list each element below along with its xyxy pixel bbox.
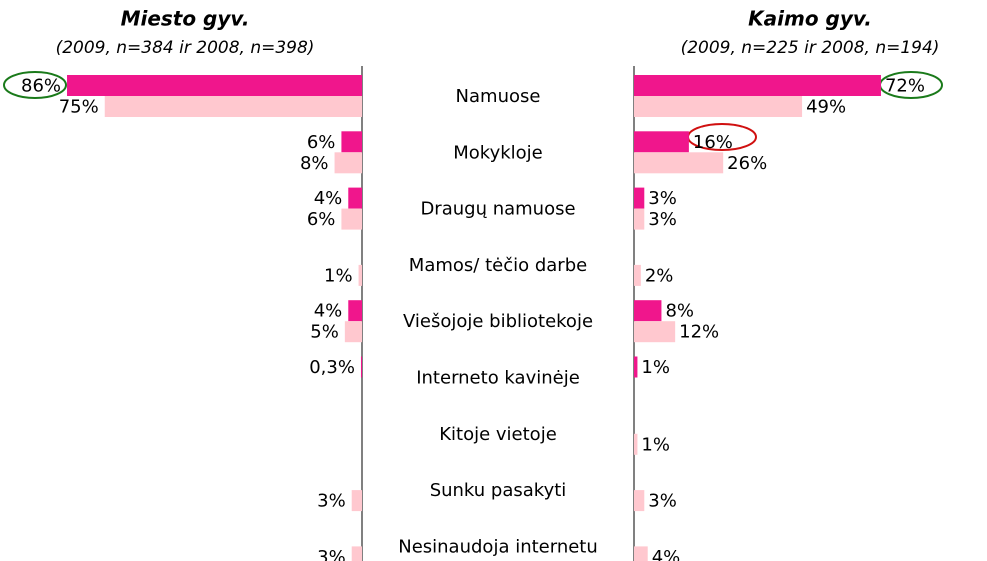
bar (634, 433, 638, 455)
category-label: Namuose (456, 86, 541, 107)
bar (634, 546, 648, 561)
category-label: Mamos/ tėčio darbe (409, 255, 587, 276)
category-label: Interneto kavinėje (416, 368, 580, 389)
category-label: Nesinaudoja internetu (398, 536, 598, 557)
bar (334, 152, 362, 174)
value-label: 8% (665, 301, 694, 322)
value-label: 6% (307, 209, 336, 230)
value-label: 75% (59, 97, 99, 118)
category-label: Draugų namuose (420, 199, 575, 220)
value-label: 49% (806, 97, 846, 118)
value-label: 12% (679, 322, 719, 343)
bar (348, 300, 362, 322)
bar (351, 490, 362, 512)
left-subtitle: (2009, n=384 ir 2008, n=398) (56, 38, 315, 58)
value-label: 6% (307, 132, 336, 153)
bar (634, 356, 638, 378)
value-label: 3% (648, 209, 677, 230)
category-label: Mokykloje (453, 142, 543, 163)
value-label: 5% (310, 322, 339, 343)
bar (344, 321, 362, 343)
left-title: Miesto gyv. (121, 7, 250, 31)
value-label: 2% (645, 265, 674, 286)
bar (358, 264, 362, 286)
category-label: Viešojoje bibliotekoje (403, 311, 593, 332)
value-label: 1% (324, 265, 353, 286)
bar (634, 208, 645, 230)
category-label: Sunku pasakyti (430, 480, 567, 501)
value-label: 3% (648, 188, 677, 209)
value-label: 1% (641, 357, 670, 378)
right-subtitle: (2009, n=225 ir 2008, n=194) (681, 38, 940, 58)
bar (634, 187, 645, 209)
value-label: 4% (314, 301, 343, 322)
bar (634, 490, 645, 512)
value-label: 3% (317, 491, 346, 512)
category-label: Kitoje vietoje (439, 424, 557, 445)
bar (351, 546, 362, 561)
bar (67, 75, 363, 96)
bar (634, 300, 662, 322)
value-label: 86% (21, 76, 61, 97)
bar (634, 264, 641, 286)
right-title: Kaimo gyv. (748, 7, 872, 31)
bar (348, 187, 362, 209)
value-label: 3% (648, 491, 677, 512)
value-label: 72% (885, 76, 925, 97)
bar (104, 96, 362, 117)
bar (634, 131, 689, 153)
value-label: 0,3% (309, 357, 355, 378)
value-label: 16% (693, 132, 733, 153)
highlight-circle (3, 71, 67, 99)
value-label: 8% (300, 153, 329, 174)
bar (634, 152, 724, 174)
value-label: 3% (317, 547, 346, 561)
value-label: 4% (314, 188, 343, 209)
value-label: 1% (641, 434, 670, 455)
bar (341, 208, 362, 230)
bar (360, 356, 362, 378)
bar (634, 321, 676, 343)
bar (341, 131, 362, 153)
bar (634, 96, 803, 117)
value-label: 26% (727, 153, 767, 174)
value-label: 4% (652, 547, 681, 561)
bar (634, 75, 881, 96)
